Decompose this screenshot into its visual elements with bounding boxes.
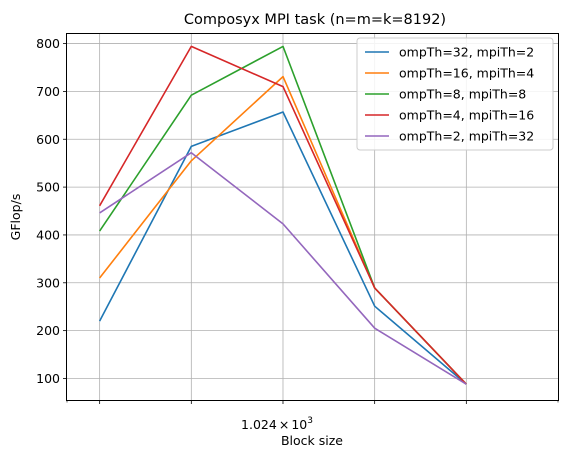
x-axis-label: Block size (281, 433, 343, 448)
y-tick-label: 600 (36, 132, 60, 147)
legend-label: ompTh=2, mpiTh=32 (399, 129, 534, 144)
svg-text:1.024×103: 1.024 × 103 (241, 416, 313, 432)
legend-label: ompTh=32, mpiTh=2 (399, 45, 534, 60)
y-tick-label: 100 (36, 371, 60, 386)
series-line-1 (98, 111, 467, 385)
series-line-4 (98, 45, 467, 385)
y-tick-label: 800 (36, 36, 60, 51)
legend-label: ompTh=4, mpiTh=16 (399, 108, 534, 123)
x-tick-label: 1.024 × 103 (241, 416, 313, 432)
legend-label: ompTh=16, mpiTh=4 (399, 66, 534, 81)
y-axis-label: GFlop/s (8, 194, 23, 241)
y-tick-label: 500 (36, 180, 60, 195)
y-axis: 100 200 300 400 500 600 700 800 (36, 36, 67, 386)
y-tick-label: 200 (36, 323, 60, 338)
plot-frame (66, 33, 559, 401)
y-tick-label: 300 (36, 275, 60, 290)
series-lines (98, 45, 467, 385)
series-line-5 (99, 151, 467, 385)
legend-label: ompTh=8, mpiTh=8 (399, 87, 526, 102)
chart-title: Composyx MPI task (n=m=k=8192) (184, 12, 446, 28)
legend: ompTh=32, mpiTh=2 ompTh=16, mpiTh=4 ompTh=… (356, 37, 554, 151)
legend-box (356, 37, 554, 151)
y-tick-label: 400 (36, 227, 60, 242)
y-tick-label: 700 (36, 84, 60, 99)
